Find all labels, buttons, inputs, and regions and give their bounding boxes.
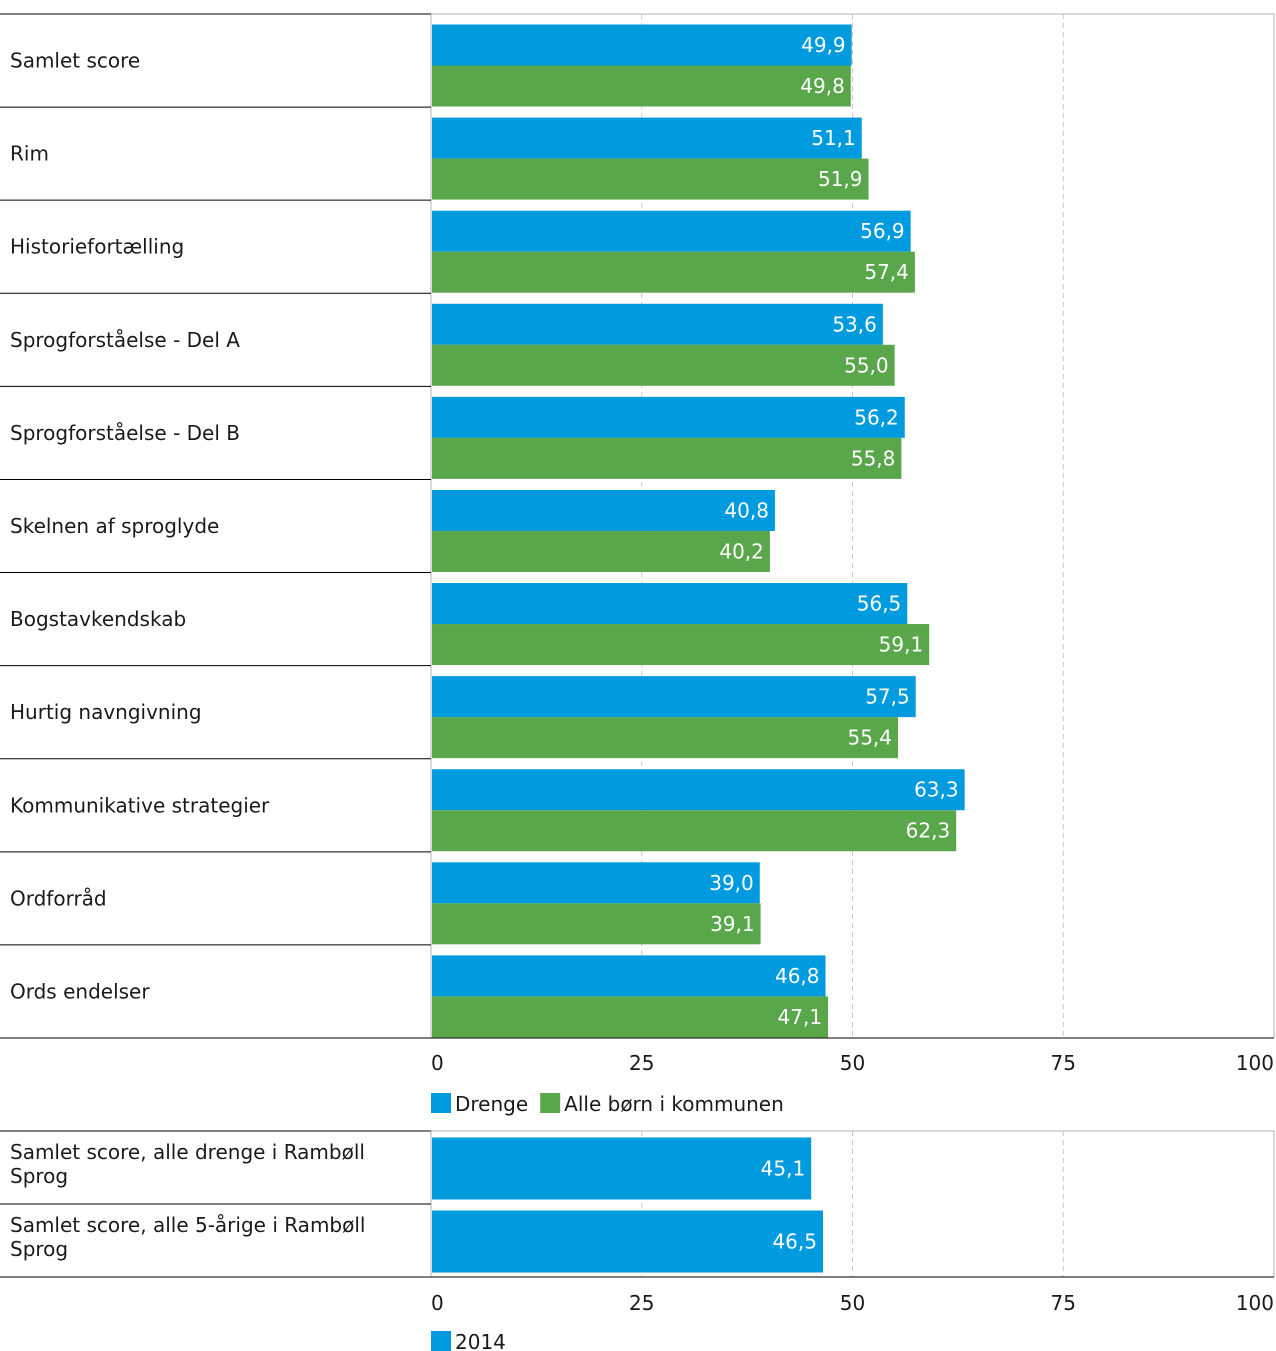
bar-value-label: 46,8 <box>775 964 820 988</box>
bar-value-label: 40,8 <box>724 498 769 522</box>
category-label: Samlet score, alle 5-årige i Rambøll Spro… <box>10 1213 365 1261</box>
category-label: Samlet score <box>10 49 140 73</box>
bar-alle-boern <box>432 344 895 386</box>
x-tick-label: 0 <box>431 1291 444 1315</box>
x-tick-label: 75 <box>1051 1051 1076 1075</box>
bar-alle-boern <box>432 251 915 293</box>
bar-value-label: 45,1 <box>761 1157 806 1181</box>
category-label: Samlet score, alle drenge i Rambøll Sprog <box>10 1140 365 1188</box>
bar-alle-boern <box>432 65 851 107</box>
category-label: Hurtig navngivning <box>10 700 202 724</box>
bar-drenge <box>432 117 862 159</box>
bar-value-label: 57,4 <box>864 260 909 284</box>
bar-2014 <box>432 1210 823 1273</box>
bar-alle-boern <box>432 717 899 759</box>
category-label: Skelnen af sproglyde <box>10 514 219 538</box>
x-tick-label: 50 <box>840 1291 865 1315</box>
bar-alle-boern <box>432 158 869 200</box>
bar-value-label: 49,8 <box>800 74 845 98</box>
bar-value-label: 56,2 <box>854 405 899 429</box>
legend-label: Drenge <box>455 1092 528 1116</box>
bar-value-label: 51,1 <box>811 126 856 150</box>
category-label: Sprogforståelse - Del B <box>10 421 240 445</box>
category-label: Bogstavkendskab <box>10 607 186 631</box>
bar-drenge <box>432 396 905 438</box>
x-tick-label: 100 <box>1236 1291 1274 1315</box>
category-label: Ordforråd <box>10 886 107 910</box>
bar-drenge <box>432 955 826 997</box>
bar-drenge <box>432 24 852 66</box>
bar-value-label: 59,1 <box>879 633 924 657</box>
bar-value-label: 51,9 <box>818 167 863 191</box>
bar-drenge <box>432 210 911 252</box>
bar-value-label: 55,0 <box>844 353 889 377</box>
bar-value-label: 57,5 <box>865 685 910 709</box>
category-label: Rim <box>10 142 49 166</box>
bar-value-label: 40,2 <box>719 539 764 563</box>
bar-value-label: 63,3 <box>914 778 959 802</box>
bar-value-label: 53,6 <box>832 312 877 336</box>
bar-alle-boern <box>432 810 957 852</box>
x-tick-label: 100 <box>1236 1051 1274 1075</box>
bar-value-label: 55,4 <box>847 726 892 750</box>
bar-alle-boern <box>432 624 930 666</box>
legend-label: 2014 <box>455 1330 506 1351</box>
bar-value-label: 46,5 <box>772 1230 817 1254</box>
main-bar-chart: Samlet score 49,9 49,8 Rim 51,1 51,9 Historief… <box>0 13 1275 1116</box>
legend-swatch <box>431 1093 451 1113</box>
x-tick-label: 0 <box>431 1051 444 1075</box>
category-label: Kommunikative strategier <box>10 793 270 817</box>
bar-drenge <box>432 769 965 811</box>
bar-value-label: 62,3 <box>906 819 951 843</box>
legend-label: Alle børn i kommunen <box>564 1092 784 1116</box>
bar-alle-boern <box>432 996 829 1038</box>
bar-drenge <box>432 303 883 345</box>
bar-value-label: 39,1 <box>710 912 755 936</box>
bar-drenge <box>432 862 760 904</box>
category-label: Sprogforståelse - Del A <box>10 328 240 352</box>
bar-drenge <box>432 583 908 625</box>
x-tick-label: 25 <box>629 1291 654 1315</box>
category-label: Ords endelser <box>10 979 150 1003</box>
bar-alle-boern <box>432 903 761 945</box>
bar-alle-boern <box>432 437 902 479</box>
bar-value-label: 49,9 <box>801 33 846 57</box>
legend-swatch <box>540 1093 561 1113</box>
bar-drenge <box>432 676 916 718</box>
legend-swatch <box>431 1331 451 1351</box>
bar-value-label: 39,0 <box>709 871 754 895</box>
bar-value-label: 47,1 <box>778 1005 823 1029</box>
x-tick-label: 75 <box>1051 1291 1076 1315</box>
x-tick-label: 50 <box>840 1051 865 1075</box>
bar-value-label: 56,5 <box>857 592 902 616</box>
bar-value-label: 56,9 <box>860 219 905 243</box>
bar-alle-boern <box>432 530 770 572</box>
bar-2014 <box>432 1137 812 1200</box>
bar-drenge <box>432 489 775 531</box>
bar-value-label: 55,8 <box>851 446 896 470</box>
category-label: Historiefortælling <box>10 235 184 259</box>
x-tick-label: 25 <box>629 1051 654 1075</box>
